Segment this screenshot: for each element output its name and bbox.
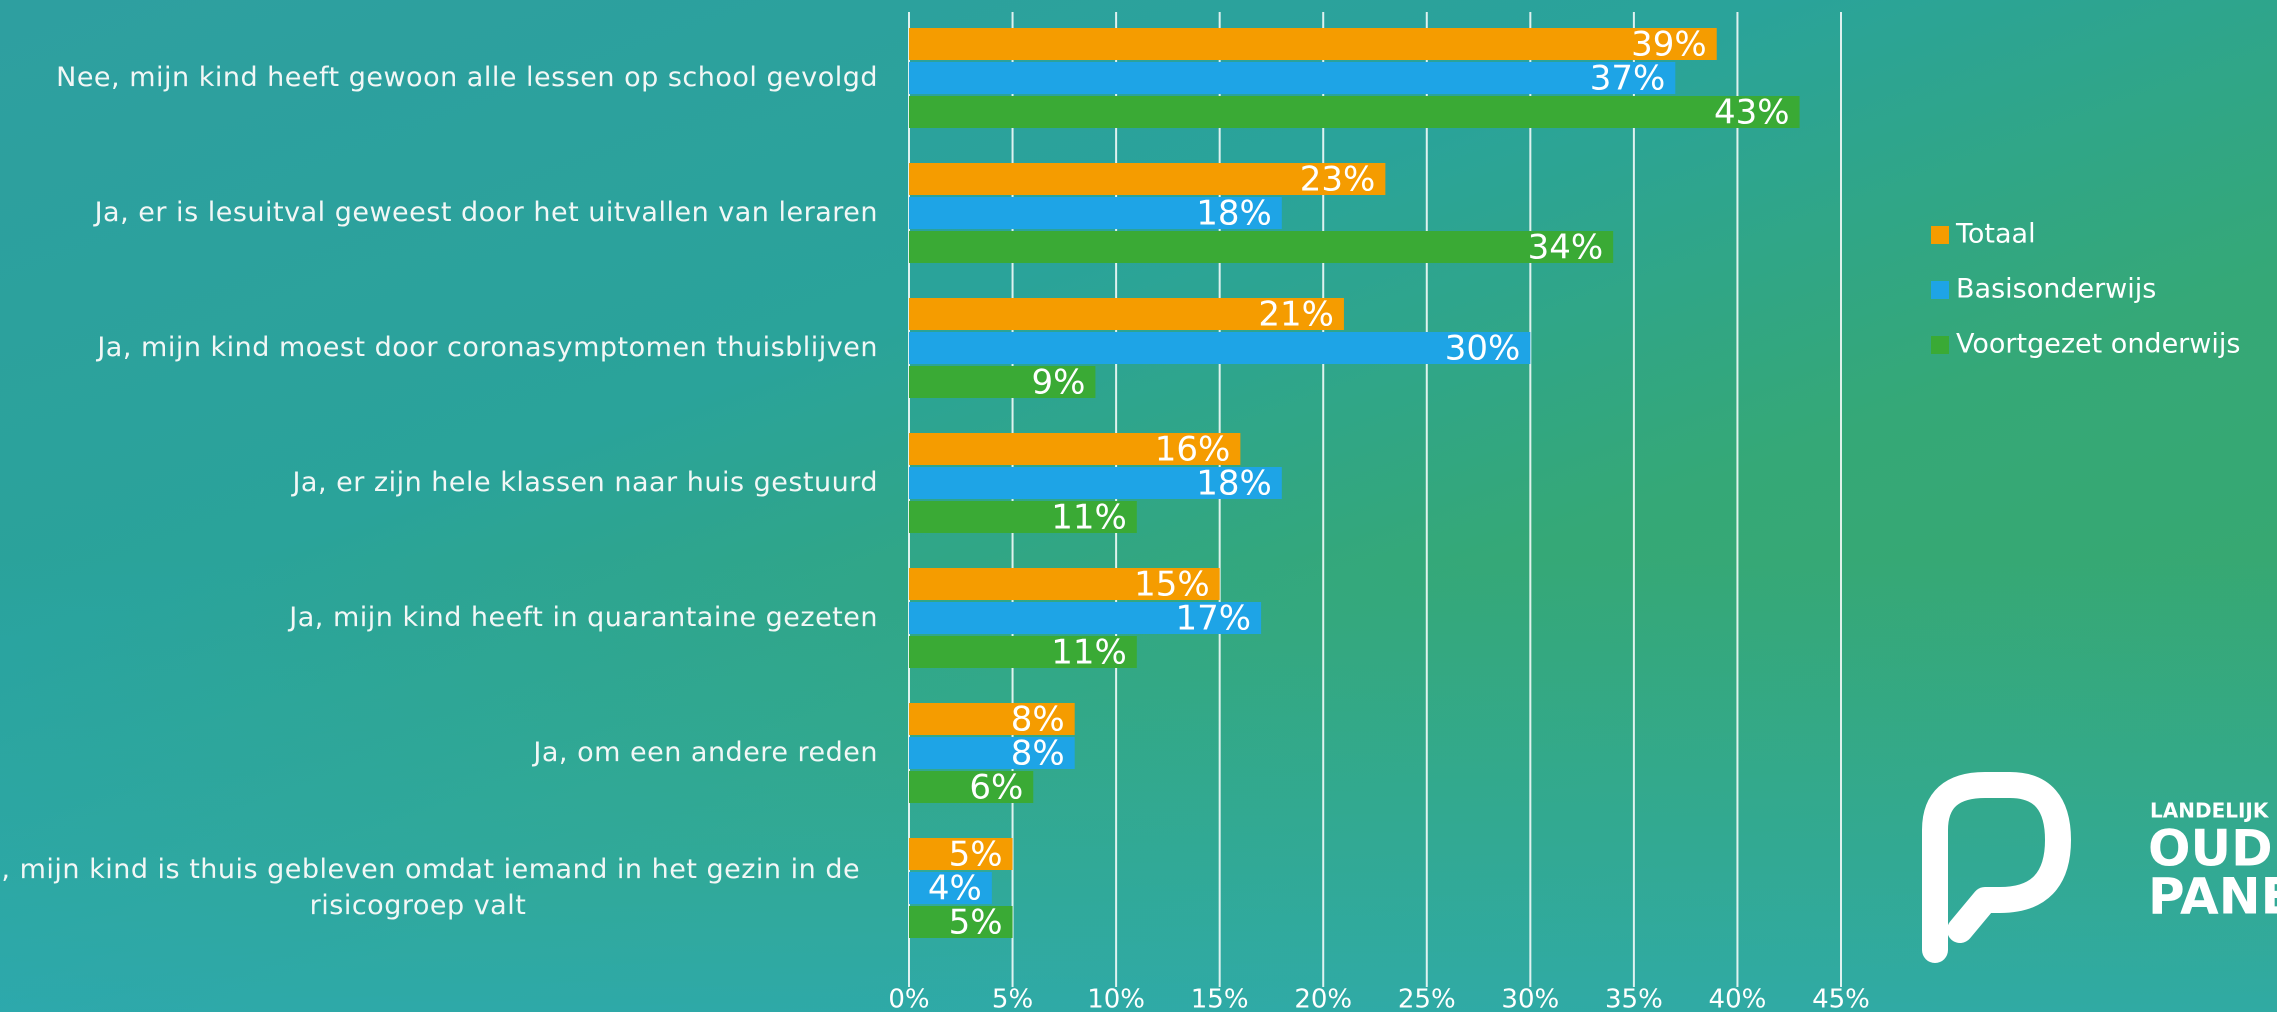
bar <box>909 332 1531 364</box>
logo-mark <box>1922 772 2071 963</box>
value-label: 39% <box>1631 25 1707 65</box>
bar <box>909 838 1013 870</box>
grid <box>908 12 1842 987</box>
value-label: 5% <box>949 903 1003 943</box>
value-label: 43% <box>1714 93 1790 133</box>
legend-label: Totaal <box>1955 219 2036 250</box>
x-tick-label: 30% <box>1501 985 1559 1012</box>
category-label-box: Ja, mijn kind heeft in quarantaine gezet… <box>0 600 878 636</box>
category-label-box: Ja, er zijn hele klassen naar huis gestu… <box>0 465 878 501</box>
legend-label: Voortgezet onderwijs <box>1956 329 2240 360</box>
value-label: 5% <box>949 835 1003 875</box>
value-label: 6% <box>969 768 1023 808</box>
value-label: 18% <box>1196 464 1272 504</box>
bar <box>909 501 1137 533</box>
value-label: 21% <box>1258 295 1334 335</box>
value-label: 9% <box>1031 363 1085 403</box>
bar <box>909 906 1013 938</box>
bar <box>909 62 1676 94</box>
bar <box>909 771 1034 803</box>
value-label: 16% <box>1155 430 1231 470</box>
category-label: Nee, mijn kind heeft gewoon alle lessen … <box>56 62 878 93</box>
x-tick-label: 10% <box>1087 985 1145 1012</box>
x-tick-label: 40% <box>1709 985 1767 1012</box>
value-label: 11% <box>1051 633 1127 673</box>
bar <box>909 872 992 904</box>
category-label-box: Ja, er is lesuitval geweest door het uit… <box>0 195 878 231</box>
bar <box>909 163 1386 195</box>
legend-swatch <box>1931 281 1949 299</box>
category-label: Ja, er zijn hele klassen naar huis gestu… <box>292 467 878 498</box>
value-label: 15% <box>1134 565 1210 605</box>
logo: LANDELIJK OUDER PANEL <box>1922 772 2277 963</box>
legend-swatch <box>1931 336 1949 354</box>
bar <box>909 703 1075 735</box>
x-tick-label: 15% <box>1191 985 1249 1012</box>
value-label: 8% <box>1011 700 1065 740</box>
category-label-box: Ja, om een andere reden <box>0 735 878 771</box>
bar <box>909 231 1614 263</box>
value-label: 34% <box>1528 228 1604 268</box>
logo-text: PANEL <box>2148 868 2277 926</box>
bar <box>909 467 1282 499</box>
category-label-box: Ja, mijn kind moest door coronasymptomen… <box>0 330 878 366</box>
x-tick-label: 20% <box>1294 985 1352 1012</box>
bar <box>909 636 1137 668</box>
x-tick-label: 25% <box>1398 985 1456 1012</box>
bar <box>909 28 1717 60</box>
x-tick-label: 5% <box>992 985 1033 1012</box>
value-label: 17% <box>1176 599 1252 639</box>
category-label: Ja, er is lesuitval geweest door het uit… <box>94 197 878 228</box>
legend-label: Basisonderwijs <box>1956 274 2156 305</box>
bar <box>909 96 1800 128</box>
category-label-box: Ja, mijn kind is thuis gebleven omdat ie… <box>0 852 878 924</box>
logo-text: OUDER <box>2148 820 2277 878</box>
bar <box>909 568 1220 600</box>
x-tick-label: 45% <box>1812 985 1870 1012</box>
x-tick-label: 0% <box>888 985 929 1012</box>
bar <box>909 433 1241 465</box>
bar <box>909 197 1282 229</box>
category-label: Ja, om een andere reden <box>533 737 878 768</box>
logo-text: LANDELIJK <box>2150 799 2270 823</box>
category-label-box: Nee, mijn kind heeft gewoon alle lessen … <box>0 60 878 96</box>
category-label: Ja, mijn kind moest door coronasymptomen… <box>97 332 878 363</box>
bar <box>909 366 1096 398</box>
value-label: 4% <box>928 869 982 909</box>
value-label: 23% <box>1300 160 1376 200</box>
bar <box>909 737 1075 769</box>
value-label: 11% <box>1051 498 1127 538</box>
legend-swatch <box>1931 226 1949 244</box>
category-label: Ja, mijn kind is thuis gebleven omdat ie… <box>0 854 861 921</box>
bar <box>909 602 1262 634</box>
category-label: Ja, mijn kind heeft in quarantaine gezet… <box>289 602 878 633</box>
value-label: 18% <box>1196 194 1272 234</box>
value-label: 37% <box>1590 59 1666 99</box>
x-tick-label: 35% <box>1605 985 1663 1012</box>
value-label: 8% <box>1011 734 1065 774</box>
bar <box>909 298 1344 330</box>
value-label: 30% <box>1445 329 1521 369</box>
